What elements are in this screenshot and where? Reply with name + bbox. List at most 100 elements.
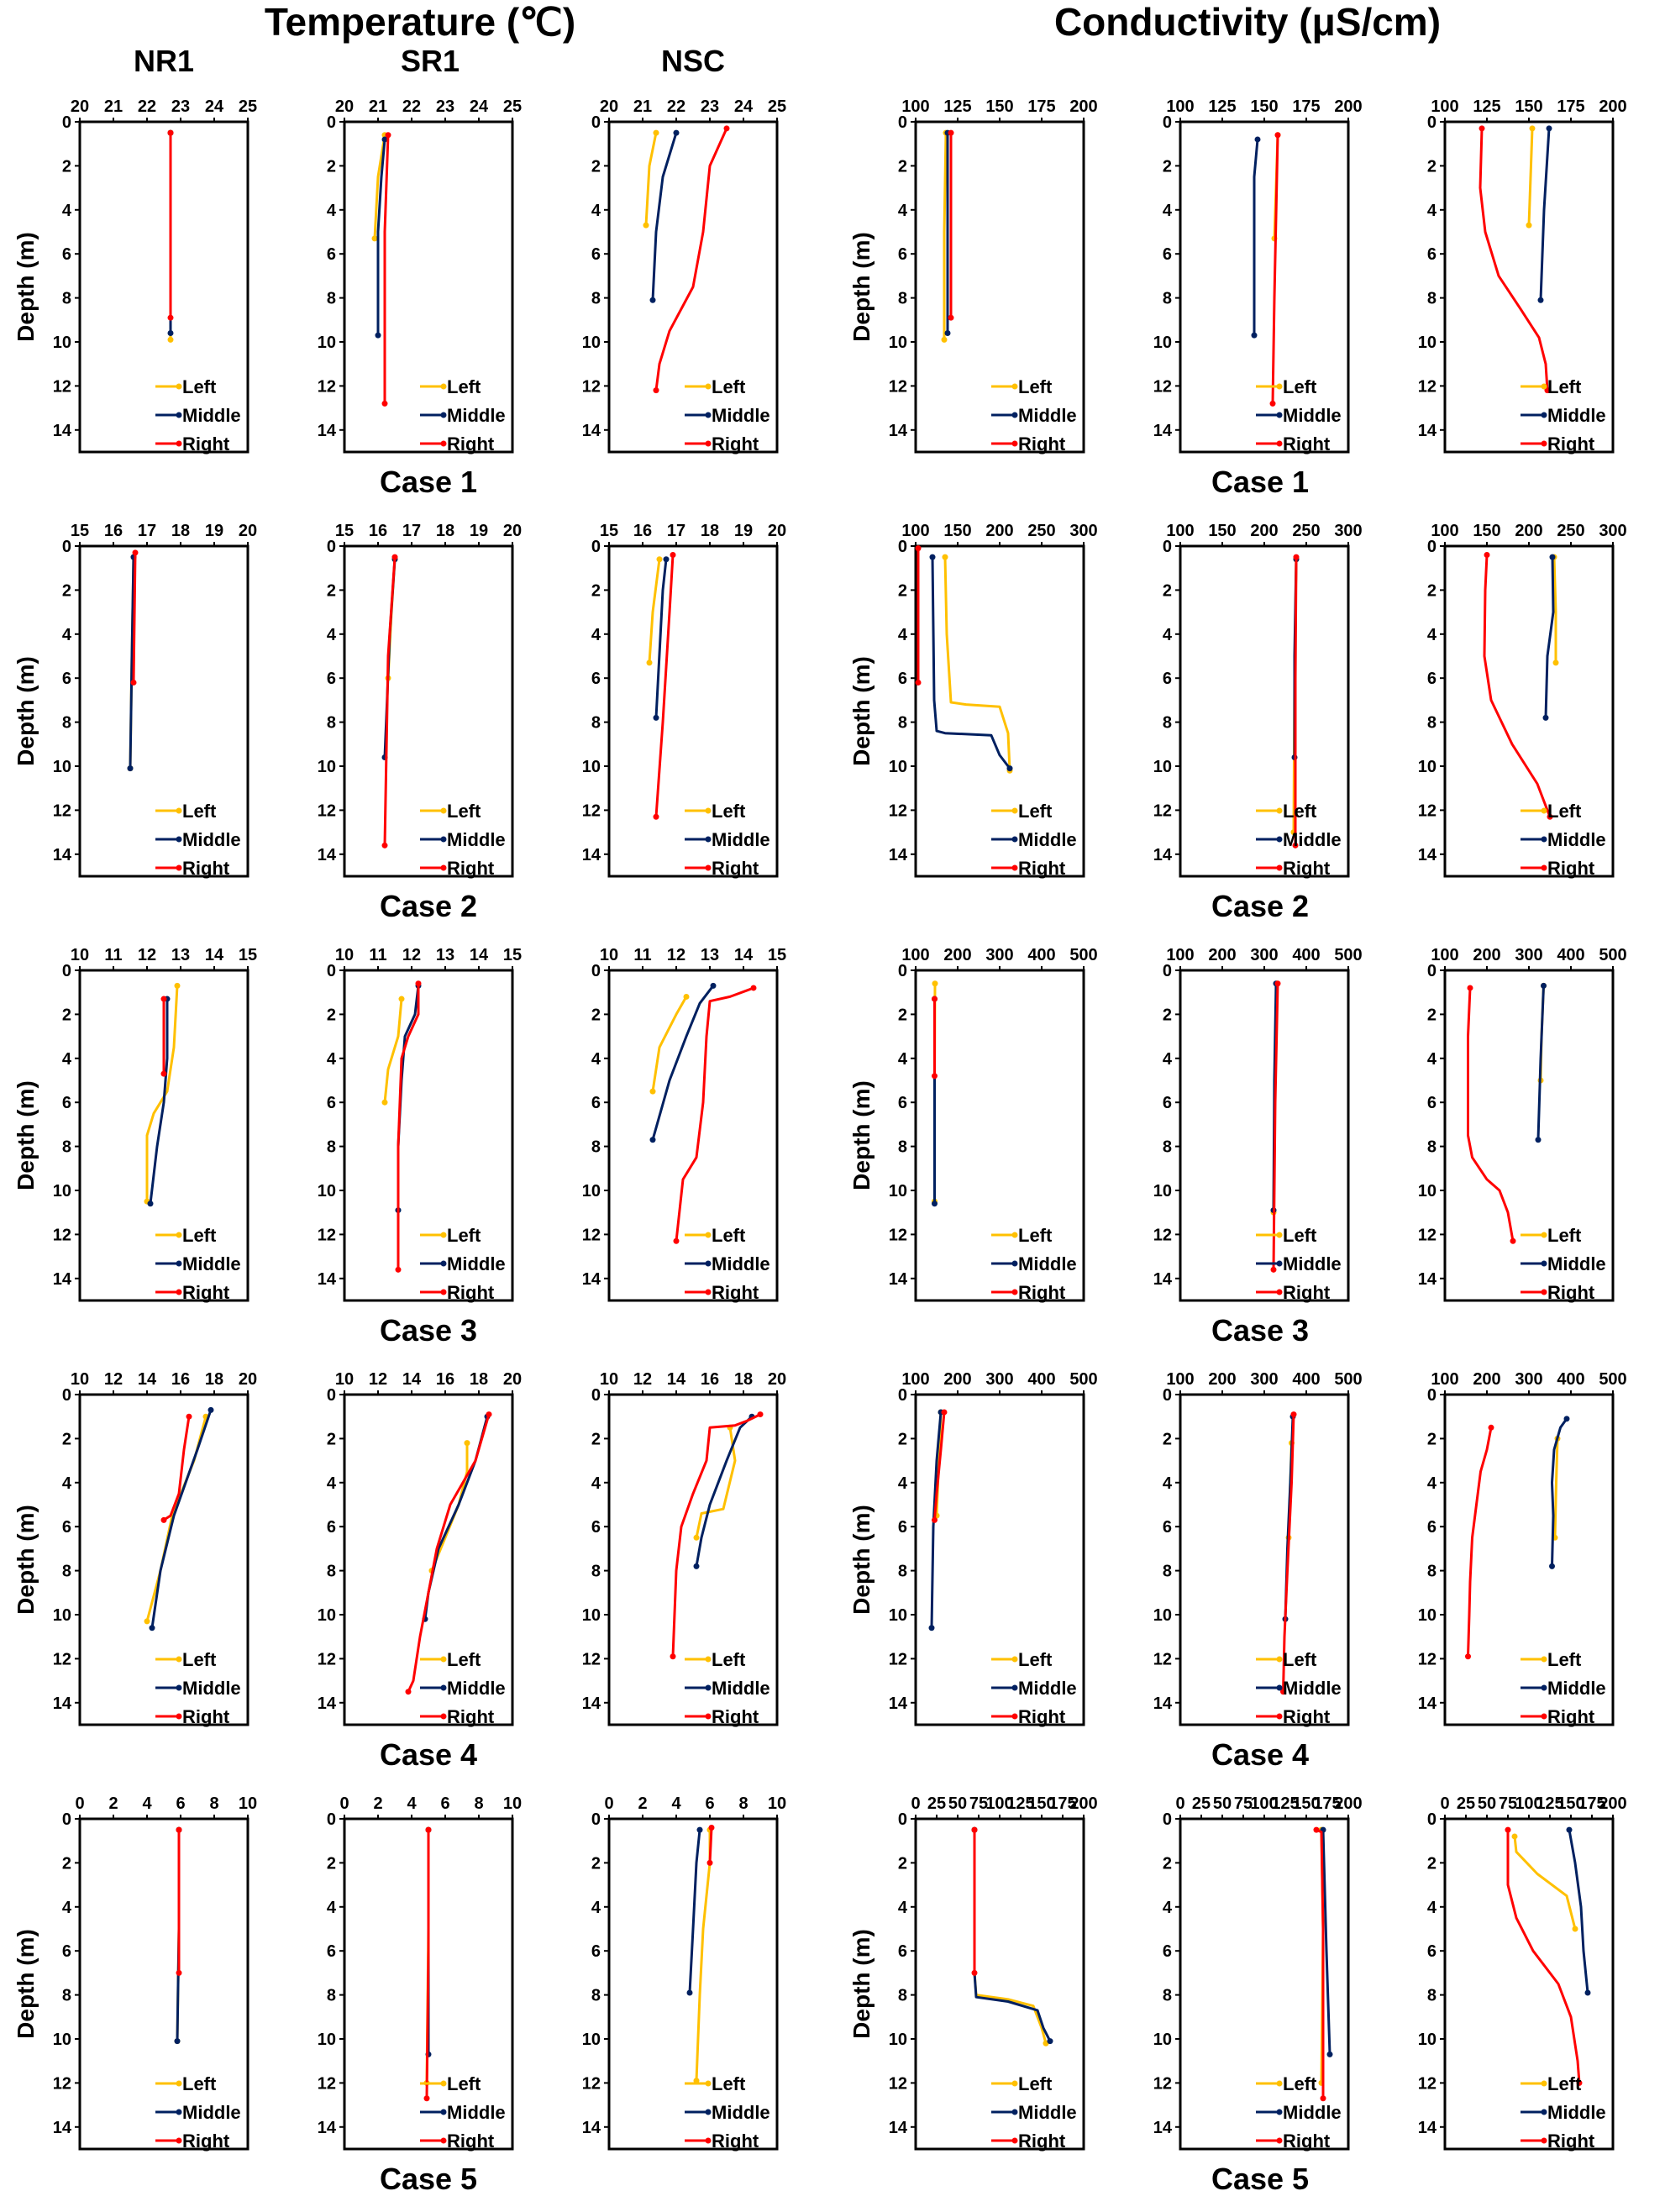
x-tick-label: 125 (1271, 1794, 1299, 1813)
legend-label-right: Right (1547, 1282, 1595, 1303)
series-end-point (375, 332, 381, 339)
column-label-nsc: NSC (661, 44, 725, 78)
legend-marker (1276, 807, 1283, 814)
y-tick-label: 6 (1427, 245, 1437, 264)
plot-frame (607, 969, 779, 1302)
y-tick-label: 6 (1163, 1094, 1172, 1112)
series-line-middle (931, 557, 1011, 770)
x-tick-label: 200 (1069, 1794, 1097, 1813)
x-tick-label: 16 (633, 522, 652, 540)
legend-label-middle: Middle (1283, 2102, 1342, 2123)
y-axis-label: Depth (m) (13, 656, 39, 766)
series-end-point (1544, 387, 1551, 394)
series-line-left (695, 1830, 712, 2081)
legend-label-middle: Middle (1018, 829, 1077, 850)
plot-frame (1179, 1393, 1350, 1726)
series-end-point (932, 1073, 938, 1080)
x-tick-label: 100 (901, 97, 929, 116)
legend-marker (1276, 383, 1283, 390)
x-tick-label: 300 (985, 946, 1013, 964)
legend: Left Middle Right (155, 376, 241, 454)
series-line-middle (1551, 1417, 1568, 1567)
legend: Left Middle Right (991, 1649, 1077, 1727)
series-start-point (915, 545, 922, 552)
series-end-point (1535, 1137, 1542, 1143)
case-label-temperature: Case 3 (380, 1313, 477, 1348)
x-tick-label: 300 (1334, 522, 1362, 540)
legend-marker (1276, 1260, 1283, 1267)
x-tick-label: 100 (1250, 1794, 1278, 1813)
series-end-point (167, 336, 174, 343)
y-tick-label: 4 (62, 1050, 72, 1069)
x-tick-label: 17 (402, 522, 421, 540)
legend: Left Middle Right (991, 2073, 1077, 2152)
y-tick-label: 4 (327, 1899, 337, 1917)
x-tick-label: 150 (1292, 1794, 1320, 1813)
legend-marker (1541, 2137, 1547, 2144)
y-tick-label: 12 (1418, 1226, 1437, 1244)
x-tick-label: 13 (436, 946, 454, 964)
x-tick-label: 100 (1515, 1794, 1542, 1813)
y-tick-label: 2 (898, 1430, 907, 1448)
series-line-left (1552, 557, 1557, 663)
legend-label-left: Left (712, 2073, 746, 2094)
x-tick-label: 100 (901, 946, 929, 964)
plot-frame (343, 1817, 514, 2151)
x-tick-label: 6 (176, 1794, 185, 1813)
legend-label-middle: Middle (712, 1678, 770, 1699)
y-tick-label: 0 (1163, 538, 1172, 556)
y-tick-label: 10 (53, 758, 71, 776)
y-tick-label: 12 (1418, 2074, 1437, 2093)
series-line-middle (695, 1416, 754, 1567)
x-tick-label: 20 (503, 522, 522, 540)
legend-label-right: Right (1547, 2131, 1595, 2152)
x-tick-label: 125 (1536, 1794, 1563, 1813)
y-tick-label: 6 (591, 1942, 601, 1961)
y-tick-label: 12 (582, 801, 601, 820)
legend-marker (705, 2137, 712, 2144)
x-tick-label: 125 (1208, 97, 1236, 116)
y-tick-label: 8 (1163, 1987, 1172, 2005)
plot-frame (607, 544, 779, 878)
x-tick-label: 50 (1478, 1794, 1496, 1813)
series-start-point (132, 549, 139, 556)
y-tick-label: 8 (591, 714, 601, 733)
legend-label-right: Right (1547, 433, 1595, 454)
x-tick-label: 200 (1334, 97, 1362, 116)
legend-label-left: Left (712, 1225, 746, 1246)
y-tick-label: 10 (582, 2031, 601, 2049)
y-axis-label: Depth (m) (13, 1505, 39, 1615)
legend-marker (440, 440, 447, 447)
y-tick-label: 14 (889, 1694, 908, 1713)
y-tick-label: 0 (898, 1810, 907, 1829)
x-tick-label: 12 (667, 946, 685, 964)
y-tick-label: 10 (582, 1606, 601, 1625)
x-tick-label: 4 (142, 1794, 152, 1813)
y-tick-label: 14 (582, 1270, 601, 1289)
legend-marker (440, 412, 447, 418)
series-line-left (1553, 1438, 1559, 1538)
series-line-left (644, 132, 658, 226)
y-tick-label: 6 (62, 670, 71, 688)
series-end-point (127, 765, 134, 772)
x-tick-label: 10 (768, 1794, 786, 1813)
series-end-point (147, 1201, 154, 1207)
x-tick-label: 75 (969, 1794, 988, 1813)
x-tick-label: 18 (436, 522, 454, 540)
y-tick-label: 14 (889, 1270, 908, 1289)
x-tick-label: 23 (701, 97, 719, 116)
series-end-point (1572, 1926, 1578, 1932)
x-tick-label: 150 (1208, 522, 1236, 540)
legend-marker (1276, 412, 1283, 418)
legend-marker (176, 2109, 182, 2115)
legend-label-right: Right (182, 1706, 230, 1727)
x-tick-label: 10 (600, 946, 618, 964)
legend-marker (1541, 836, 1547, 843)
x-tick-label: 2 (638, 1794, 647, 1813)
y-tick-label: 14 (1153, 2119, 1173, 2137)
panel-r4-c3: 10 12 14 16 18 20 0 2 4 6 8 10 12 14 Left Middle Right (582, 1370, 786, 1727)
series-line-middle (423, 1416, 489, 1620)
legend: Left Middle Right (420, 1649, 506, 1727)
panel-r2-c6: 100 150 200 250 300 0 2 4 6 8 10 12 14 Left Middle Righ… (1418, 522, 1627, 879)
legend-marker (705, 2109, 712, 2115)
